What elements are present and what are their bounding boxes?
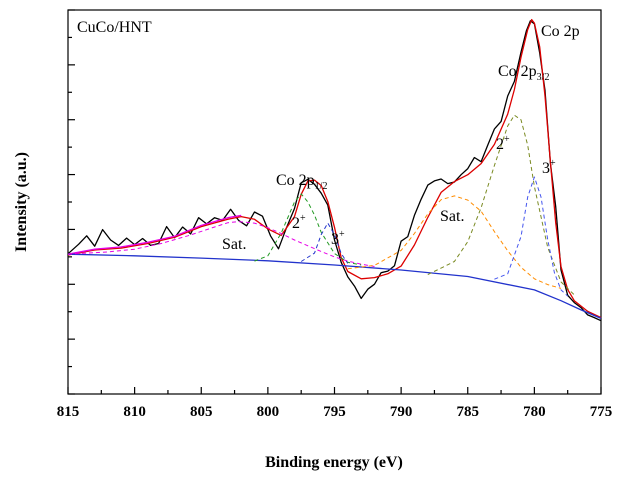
sample-label: CuCo/HNT <box>77 19 152 36</box>
sat-left-label: Sat. <box>222 236 246 253</box>
series-line-9 <box>494 176 569 297</box>
series-line-5 <box>254 193 362 266</box>
series-line-0 <box>67 20 602 322</box>
x-tick-label: 790 <box>390 404 413 420</box>
x-tick-label: 775 <box>590 404 613 420</box>
x-tick-label: 800 <box>257 404 280 420</box>
series-line-7 <box>347 195 562 289</box>
co2p32-sub: 3/2 <box>537 72 550 83</box>
region-label: Co 2p <box>541 23 580 40</box>
co2p12-label: Co 2p1/2 <box>276 172 327 192</box>
y-axis-title: Intensity (a.u.) <box>13 152 30 252</box>
ox2-left-label: 2+ <box>292 213 306 232</box>
ox2-left-base: 2 <box>292 215 300 232</box>
ox3-right-sup: + <box>550 158 556 169</box>
x-tick-label: 795 <box>323 404 346 420</box>
x-axis-title: Binding energy (eV) <box>265 454 403 471</box>
x-tick-label: 815 <box>57 404 80 420</box>
co2p12-base: Co 2p <box>276 172 315 189</box>
co2p12-sub: 1/2 <box>315 181 328 192</box>
y-axis-ticks <box>68 9 75 395</box>
ox2-left-sup: + <box>300 213 306 224</box>
ox3-left-label: 3+ <box>331 229 345 248</box>
ox3-left-sup: + <box>339 229 345 240</box>
x-tick-label: 785 <box>457 404 480 420</box>
series-line-4 <box>67 221 375 267</box>
sat-right-label: Sat. <box>440 208 464 225</box>
curves-layer <box>67 18 602 322</box>
ox2-right-label: 2+ <box>496 134 510 153</box>
co2p32-base: Co 2p <box>498 63 537 80</box>
x-axis-ticks: 815 810 805 800 795 790 785 780 775 <box>57 387 613 420</box>
x-tick-label: 810 <box>123 404 146 420</box>
ox3-right-label: 3+ <box>542 158 556 177</box>
co2p32-label: Co 2p3/2 <box>498 63 549 83</box>
ox3-right-base: 3 <box>542 160 550 177</box>
series-line-3 <box>67 253 602 319</box>
ox2-right-sup: + <box>504 134 510 145</box>
series-line-6 <box>300 222 349 264</box>
x-tick-label: 780 <box>523 404 546 420</box>
ox3-left-base: 3 <box>331 231 339 248</box>
ox2-right-base: 2 <box>496 136 504 153</box>
x-tick-label: 805 <box>190 404 213 420</box>
series-line-2 <box>67 214 242 255</box>
